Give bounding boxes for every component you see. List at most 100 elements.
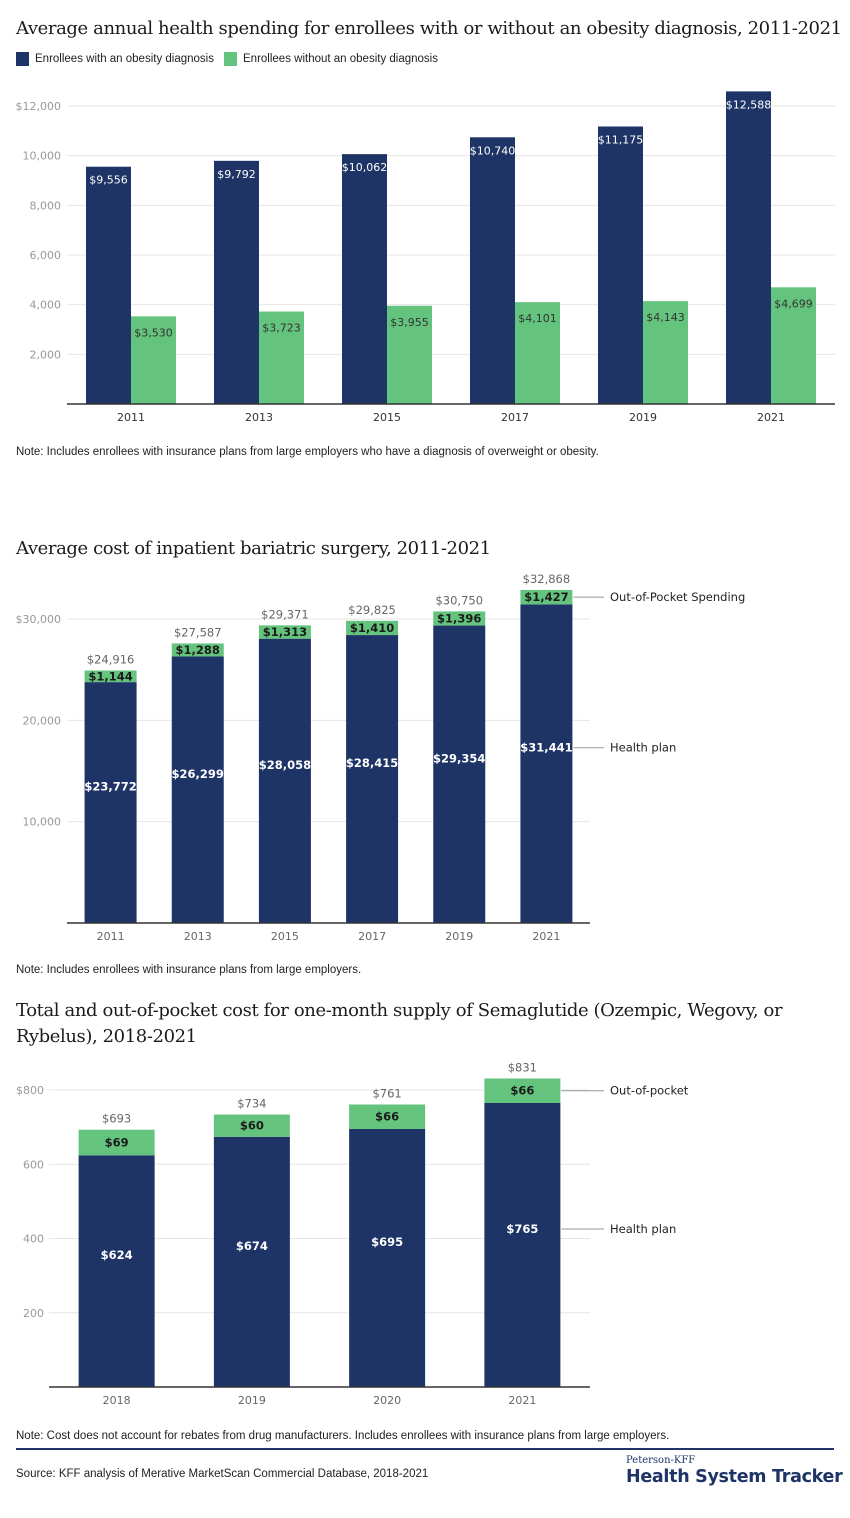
legend-item-with-obesity[interactable]: Enrollees with an obesity diagnosis <box>16 52 214 66</box>
y-tick-label: 10,000 <box>23 816 62 829</box>
bar-out-of-pocket <box>520 589 573 605</box>
data-label: $4,143 <box>646 311 685 324</box>
y-tick-label: $800 <box>16 1084 44 1097</box>
x-tick-label: 2011 <box>117 411 145 424</box>
data-label-health-plan: $31,441 <box>520 741 572 755</box>
y-tick-label: 2,000 <box>30 348 62 361</box>
chart3-title: Total and out-of-pocket cost for one-mon… <box>16 1000 783 1047</box>
chart3-note: Note: Cost does not account for rebates … <box>16 1430 670 1442</box>
bar-health-plan <box>258 638 311 923</box>
source-text: Source: KFF analysis of Merative MarketS… <box>16 1468 429 1480</box>
total-label: $693 <box>102 1112 131 1126</box>
bar-health-plan <box>484 1102 561 1387</box>
x-tick-label: 2011 <box>97 930 125 943</box>
data-label-out-of-pocket: $1,144 <box>88 669 132 683</box>
chart1-plot: 2,000 4,000 6,000 8,000 10,000 $12,000 $9,556 $… <box>16 91 835 424</box>
bar-out-of-pocket <box>484 1078 561 1103</box>
bar-health-plan <box>433 625 486 923</box>
x-tick-label: 2017 <box>358 930 386 943</box>
data-label: $10,740 <box>470 144 516 157</box>
chart1-note: Note: Includes enrollees with insurance … <box>16 446 599 458</box>
y-tick-label: 400 <box>23 1233 44 1246</box>
direct-label-health-plan: Health plan <box>610 1222 676 1236</box>
bar-with-obesity <box>342 154 387 404</box>
x-tick-label: 2013 <box>245 411 273 424</box>
total-label: $734 <box>237 1097 266 1111</box>
bar-out-of-pocket <box>84 670 137 683</box>
data-label-out-of-pocket: $1,396 <box>437 611 481 625</box>
data-label: $11,175 <box>598 133 644 146</box>
data-label: $4,699 <box>774 297 813 310</box>
direct-label-out-of-pocket: Out-of-pocket <box>610 1084 689 1098</box>
total-label: $24,916 <box>87 653 135 667</box>
data-label-out-of-pocket: $1,288 <box>176 643 220 657</box>
bar-without-obesity <box>259 311 304 404</box>
data-label: $9,792 <box>217 168 256 181</box>
data-label: $3,723 <box>262 322 301 335</box>
data-label: $12,588 <box>726 98 772 111</box>
y-tick-label: 6,000 <box>30 249 62 262</box>
legend-swatch-navy <box>16 52 29 66</box>
data-label: $3,530 <box>134 326 173 339</box>
y-tick-label: 8,000 <box>30 199 62 212</box>
total-label: $32,868 <box>523 572 571 586</box>
brand-small: Peterson-KFF <box>626 1455 696 1466</box>
data-label: $10,062 <box>342 161 388 174</box>
bar-health-plan <box>520 604 573 923</box>
x-tick-label: 2015 <box>373 411 401 424</box>
bar-without-obesity <box>387 305 432 404</box>
total-label: $29,371 <box>261 607 309 621</box>
chart1-title: Average annual health spending for enrol… <box>16 18 842 39</box>
bar-without-obesity <box>771 287 816 404</box>
x-tick-label: 2017 <box>501 411 529 424</box>
data-label: $9,556 <box>89 174 128 187</box>
bar-out-of-pocket <box>433 611 486 626</box>
x-tick-label: 2021 <box>757 411 785 424</box>
bar-health-plan <box>78 1155 155 1387</box>
bar-health-plan <box>349 1128 426 1387</box>
data-label-out-of-pocket: $1,313 <box>263 625 307 639</box>
legend-label: Enrollees with an obesity diagnosis <box>35 53 214 65</box>
bar-health-plan <box>171 656 224 923</box>
data-label-out-of-pocket: $66 <box>375 1110 399 1124</box>
data-label-health-plan: $26,299 <box>172 767 224 781</box>
x-tick-label: 2015 <box>271 930 299 943</box>
bar-out-of-pocket <box>349 1104 426 1129</box>
data-label-out-of-pocket: $69 <box>105 1136 129 1150</box>
bar-with-obesity <box>598 126 643 405</box>
bar-with-obesity <box>470 137 515 405</box>
legend-label: Enrollees without an obesity diagnosis <box>243 53 438 65</box>
bar-out-of-pocket <box>258 625 311 639</box>
direct-label-health-plan: Health plan <box>610 741 676 755</box>
chart2-title: Average cost of inpatient bariatric surg… <box>16 538 491 559</box>
data-label-out-of-pocket: $66 <box>510 1084 534 1098</box>
bar-without-obesity <box>643 301 688 404</box>
legend-item-without-obesity[interactable]: Enrollees without an obesity diagnosis <box>224 52 438 66</box>
y-tick-label: $12,000 <box>16 100 62 113</box>
y-tick-label: 20,000 <box>23 714 62 727</box>
direct-label-out-of-pocket: Out-of-Pocket Spending <box>610 590 745 604</box>
data-label-health-plan: $674 <box>236 1239 268 1253</box>
data-label-out-of-pocket: $1,410 <box>350 621 394 635</box>
x-tick-label: 2019 <box>445 930 473 943</box>
x-tick-label: 2019 <box>629 411 657 424</box>
bar-out-of-pocket <box>78 1129 155 1156</box>
data-label-health-plan: $23,772 <box>84 780 136 794</box>
total-label: $29,825 <box>348 603 396 617</box>
x-tick-label: 2021 <box>508 1394 536 1407</box>
bar-with-obesity <box>214 160 259 404</box>
data-label: $3,955 <box>390 316 429 329</box>
total-label: $27,587 <box>174 625 222 639</box>
x-tick-label: 2019 <box>238 1394 266 1407</box>
y-tick-label: 4,000 <box>30 299 62 312</box>
brand-logo[interactable]: Peterson-KFF Health System Tracker <box>626 1455 843 1487</box>
bar-out-of-pocket <box>213 1114 290 1137</box>
x-tick-label: 2020 <box>373 1394 401 1407</box>
total-label: $30,750 <box>435 593 483 607</box>
bar-out-of-pocket <box>346 620 399 636</box>
x-tick-label: 2013 <box>184 930 212 943</box>
data-label-health-plan: $29,354 <box>433 751 485 765</box>
data-label-out-of-pocket: $60 <box>240 1119 264 1133</box>
y-tick-label: 600 <box>23 1158 44 1171</box>
data-label-health-plan: $695 <box>371 1235 403 1249</box>
